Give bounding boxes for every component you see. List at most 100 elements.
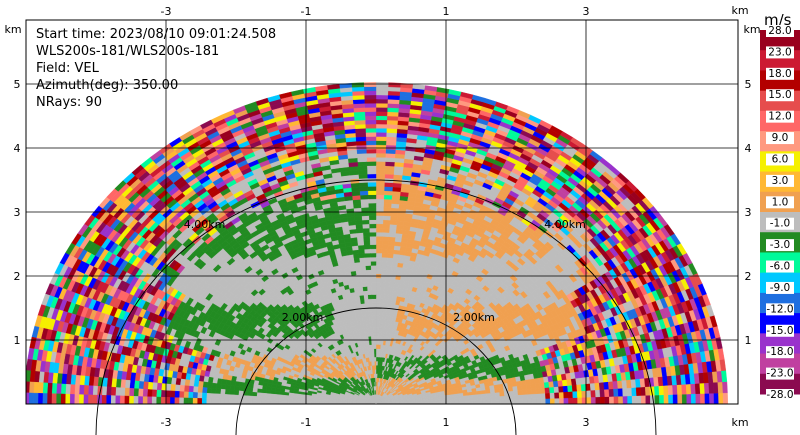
velocity-cell [500, 399, 506, 404]
velocity-cell [383, 202, 392, 208]
velocity-cell [640, 386, 646, 396]
velocity-cell [382, 311, 387, 317]
velocity-cell [389, 282, 395, 288]
velocity-cell [358, 173, 368, 179]
velocity-cell [518, 399, 524, 404]
velocity-cell [373, 348, 377, 353]
velocity-cell [375, 281, 381, 287]
velocity-cell [387, 82, 401, 88]
velocity-cell [375, 298, 381, 304]
velocity-cell [375, 315, 380, 320]
velocity-cell [359, 194, 369, 200]
velocity-cell [499, 391, 505, 397]
velocity-cell [694, 383, 701, 395]
velocity-cell [536, 398, 542, 404]
velocity-cell [367, 294, 373, 300]
velocity-cell [353, 257, 360, 263]
velocity-cell [364, 261, 371, 267]
velocity-cell [382, 223, 390, 229]
velocity-cell [717, 381, 724, 394]
velocity-cell [351, 190, 361, 197]
velocity-cell [372, 327, 377, 333]
velocity-cell [352, 103, 365, 109]
velocity-cell [382, 315, 387, 321]
velocity-cell [355, 224, 363, 230]
velocity-cell [365, 132, 377, 137]
velocity-cell [365, 144, 377, 150]
velocity-cell [358, 253, 366, 259]
velocity-cell [494, 391, 501, 397]
velocity-cell [375, 236, 383, 241]
velocity-cell [549, 392, 555, 399]
velocity-cell [521, 384, 527, 391]
velocity-cell [368, 302, 373, 308]
velocity-cell [685, 383, 692, 395]
velocity-cell [375, 173, 386, 179]
velocity-cell [368, 202, 377, 208]
velocity-cell [367, 298, 373, 304]
velocity-cell [361, 277, 367, 283]
velocity-cell [384, 286, 390, 292]
velocity-cell [390, 274, 397, 280]
velocity-cell [713, 392, 719, 404]
velocity-cell [375, 90, 389, 96]
velocity-cell [677, 393, 683, 404]
velocity-cell [375, 277, 382, 283]
velocity-cell [644, 386, 651, 396]
velocity-cell [354, 265, 361, 272]
velocity-cell [577, 397, 583, 404]
velocity-cell [571, 384, 578, 392]
velocity-cell [362, 232, 370, 237]
velocity-cell [360, 207, 369, 213]
velocity-cell [361, 282, 368, 288]
velocity-cell [389, 278, 396, 284]
velocity-cell [383, 194, 393, 200]
velocity-cell [364, 111, 377, 117]
velocity-cell [365, 315, 370, 321]
velocity-cell [530, 388, 537, 395]
velocity-cell [522, 398, 528, 404]
velocity-cell [375, 148, 386, 154]
velocity-cell [378, 340, 382, 345]
velocity-cell [370, 269, 377, 274]
velocity-cell [604, 396, 610, 404]
velocity-cell [368, 223, 377, 229]
velocity-cell [375, 231, 383, 237]
velocity-cell [375, 327, 380, 333]
velocity-cell [375, 169, 386, 175]
velocity-cell [375, 365, 378, 370]
velocity-cell [363, 244, 371, 250]
velocity-cell [375, 86, 389, 92]
velocity-cell [599, 396, 606, 404]
velocity-cell [627, 395, 633, 404]
velocity-cell [378, 327, 383, 333]
velocity-cell [352, 249, 359, 255]
velocity-cell [375, 215, 384, 221]
velocity-cell [375, 165, 386, 171]
velocity-cell [369, 323, 374, 329]
velocity-cell [385, 269, 392, 275]
velocity-cell [358, 290, 364, 296]
velocity-cell [535, 387, 542, 395]
velocity-cell [356, 232, 364, 238]
velocity-cell [367, 290, 373, 296]
velocity-cell [355, 274, 362, 280]
velocity-cell [490, 396, 496, 401]
velocity-cell [567, 384, 573, 392]
velocity-cell [354, 123, 366, 130]
velocity-cell [631, 395, 637, 404]
velocity-cell [384, 161, 395, 167]
velocity-cell [563, 391, 569, 399]
velocity-cell [365, 140, 377, 146]
velocity-cell [362, 286, 368, 292]
velocity-cell [544, 387, 551, 394]
velocity-cell [381, 240, 389, 246]
velocity-cell [631, 387, 637, 397]
velocity-cell [381, 261, 388, 267]
velocity-cell [385, 140, 397, 146]
velocity-cell [356, 157, 367, 163]
velocity-cell [356, 153, 367, 159]
velocity-cell [676, 384, 683, 395]
velocity-cell [390, 270, 397, 276]
velocity-cell [368, 311, 373, 316]
